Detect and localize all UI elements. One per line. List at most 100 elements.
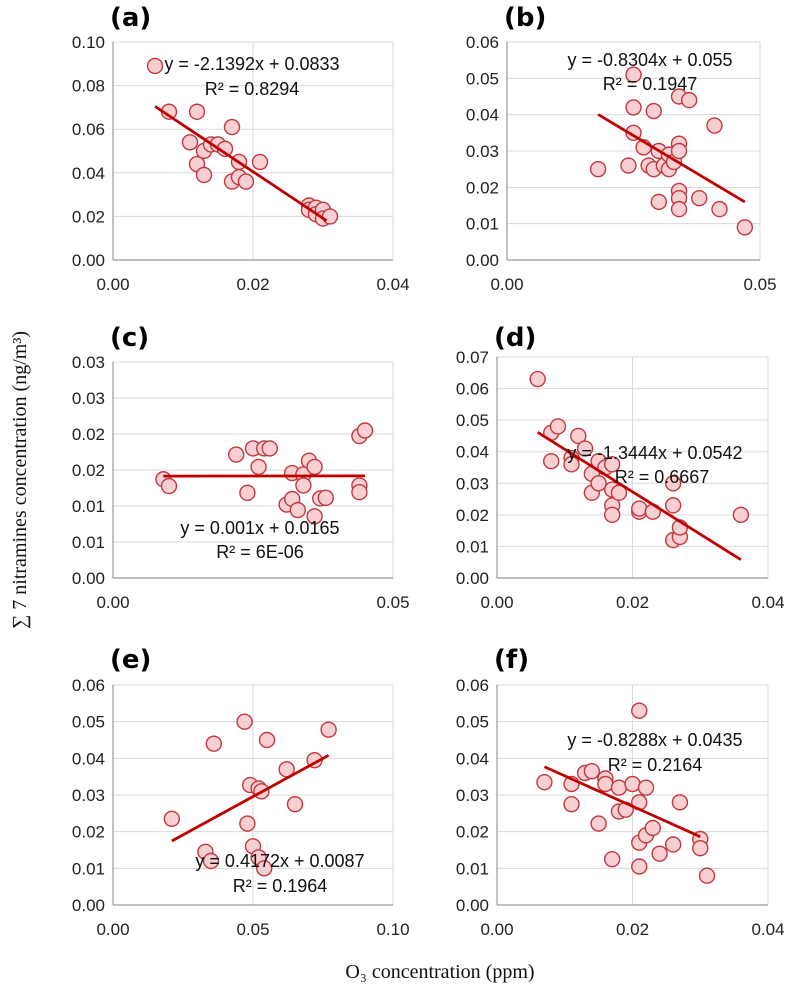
trend-line [597, 113, 746, 204]
data-point [644, 819, 662, 837]
y-tick-label: 0.04 [72, 164, 105, 183]
x-tick-label: 0.02 [616, 920, 649, 939]
data-point [664, 497, 682, 514]
data-point [570, 427, 587, 445]
data-point [563, 795, 580, 813]
y-tick-label: 0.01 [72, 533, 105, 552]
data-point [286, 795, 304, 813]
r-squared-label: R² = 6E-06 [216, 542, 304, 562]
r-squared-label: R² = 0.8294 [205, 79, 300, 99]
x-tick-label: 0.00 [96, 593, 129, 612]
x-tick-label: 0.02 [236, 275, 269, 294]
data-point [258, 731, 276, 749]
panel-label: (a) [110, 3, 151, 33]
data-point [680, 91, 698, 109]
y-tick-label: 0.02 [72, 461, 105, 480]
data-point [664, 475, 682, 492]
data-point [670, 200, 688, 218]
x-tick-label: 0.02 [616, 593, 649, 612]
data-point [576, 440, 594, 457]
data-point [610, 484, 628, 501]
y-tick-label: 0.10 [72, 33, 105, 52]
x-tick-label: 0.04 [751, 593, 784, 612]
y-tick-label: 0.01 [72, 497, 105, 516]
data-point [320, 721, 337, 738]
r-squared-label: R² = 0.1964 [233, 876, 328, 896]
data-point [223, 118, 241, 136]
r-squared-label: R² = 0.6667 [615, 467, 710, 487]
y-tick-label: 0.05 [456, 411, 489, 430]
data-point [590, 815, 607, 832]
data-point [251, 153, 269, 171]
data-point [195, 166, 213, 184]
data-point [706, 117, 723, 134]
y-tick-label: 0.00 [456, 569, 489, 588]
data-point [239, 815, 256, 832]
data-point [603, 456, 621, 473]
data-point [650, 193, 667, 211]
x-tick-label: 0.04 [751, 920, 784, 939]
y-tick-label: 0.02 [72, 823, 105, 842]
trend-equation: y = 0.001x + 0.0165 [180, 518, 339, 538]
panel-c: 0.00 0.01 0.01 0.02 0.02 0.03 0.03 0.00 0.05 y = … [72, 323, 410, 612]
data-point [536, 773, 553, 791]
x-tick-label: 0.10 [376, 920, 409, 939]
trend-line [543, 765, 701, 838]
data-point [603, 506, 621, 524]
data-point [237, 173, 255, 190]
y-tick-label: 0.02 [72, 207, 105, 226]
panel-f: 0.00 0.01 0.02 0.03 0.04 0.05 0.06 0.00 0.02 0.04… [456, 645, 785, 939]
data-point [321, 208, 339, 225]
data-point [670, 142, 688, 160]
data-point [351, 484, 368, 501]
y-tick-label: 0.00 [72, 896, 105, 915]
data-point [289, 501, 306, 519]
data-point [589, 160, 607, 178]
x-tick-label: 0.00 [96, 275, 129, 294]
y-tick-label: 0.05 [72, 713, 105, 732]
trend-line [536, 431, 742, 561]
r-squared-label: R² = 0.1947 [603, 74, 698, 94]
x-tick-label: 0.04 [376, 275, 409, 294]
data-point [711, 200, 728, 218]
y-tick-label: 0.02 [456, 506, 489, 525]
panel-label: (d) [494, 323, 536, 353]
data-point [543, 452, 560, 470]
trend-equation: y = -1.3444x + 0.0542 [567, 443, 742, 463]
trend-equation: y = -0.8288x + 0.0435 [567, 730, 742, 750]
data-point [692, 839, 709, 857]
y-tick-label: 0.01 [72, 859, 105, 878]
data-point [732, 506, 750, 524]
trend-equation: y = 0.4172x + 0.0087 [195, 851, 364, 871]
data-point [256, 860, 273, 877]
data-point [637, 779, 655, 796]
data-point [625, 66, 642, 83]
data-point [691, 190, 708, 207]
data-point [563, 456, 580, 473]
data-point [188, 103, 206, 120]
data-point [736, 219, 754, 236]
data-point [306, 508, 323, 525]
y-tick-label: 0.02 [466, 178, 499, 197]
data-point [356, 422, 374, 439]
panel-a: 0.00 0.02 0.04 0.06 0.08 0.10 0.00 0.02 0.04 y = … [72, 3, 410, 294]
data-point [181, 134, 199, 151]
y-tick-label: 0.00 [72, 251, 105, 270]
data-point [664, 836, 682, 853]
y-tick-label: 0.04 [456, 443, 489, 462]
y-tick-label: 0.03 [72, 389, 105, 408]
y-tick-label: 0.05 [456, 713, 489, 732]
trend-equation: y = -0.8304x + 0.055 [567, 50, 732, 70]
data-point [651, 845, 668, 862]
data-point [610, 779, 628, 796]
trend-line [171, 754, 330, 843]
panel-label: (e) [110, 645, 151, 675]
y-tick-label: 0.01 [456, 537, 489, 556]
y-tick-label: 0.02 [456, 823, 489, 842]
data-point [645, 102, 662, 120]
data-point [146, 57, 164, 75]
data-point [631, 858, 648, 875]
x-tick-label: 0.00 [490, 275, 523, 294]
y-tick-label: 0.06 [72, 676, 105, 695]
